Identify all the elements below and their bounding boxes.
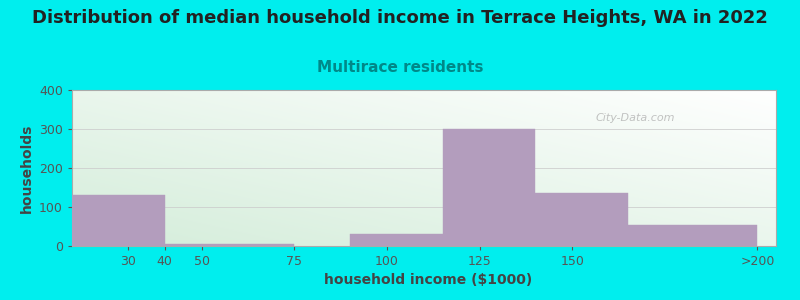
Bar	[202, 244, 294, 246]
Bar	[165, 244, 202, 246]
Y-axis label: households: households	[19, 123, 34, 213]
Bar	[628, 224, 758, 246]
Bar	[350, 234, 442, 246]
Bar	[535, 193, 628, 246]
Bar	[442, 129, 535, 246]
Text: household income ($1000): household income ($1000)	[324, 272, 532, 286]
Text: Multirace residents: Multirace residents	[317, 60, 483, 75]
Text: City-Data.com: City-Data.com	[595, 113, 675, 123]
Text: Distribution of median household income in Terrace Heights, WA in 2022: Distribution of median household income …	[32, 9, 768, 27]
Bar	[72, 195, 165, 246]
